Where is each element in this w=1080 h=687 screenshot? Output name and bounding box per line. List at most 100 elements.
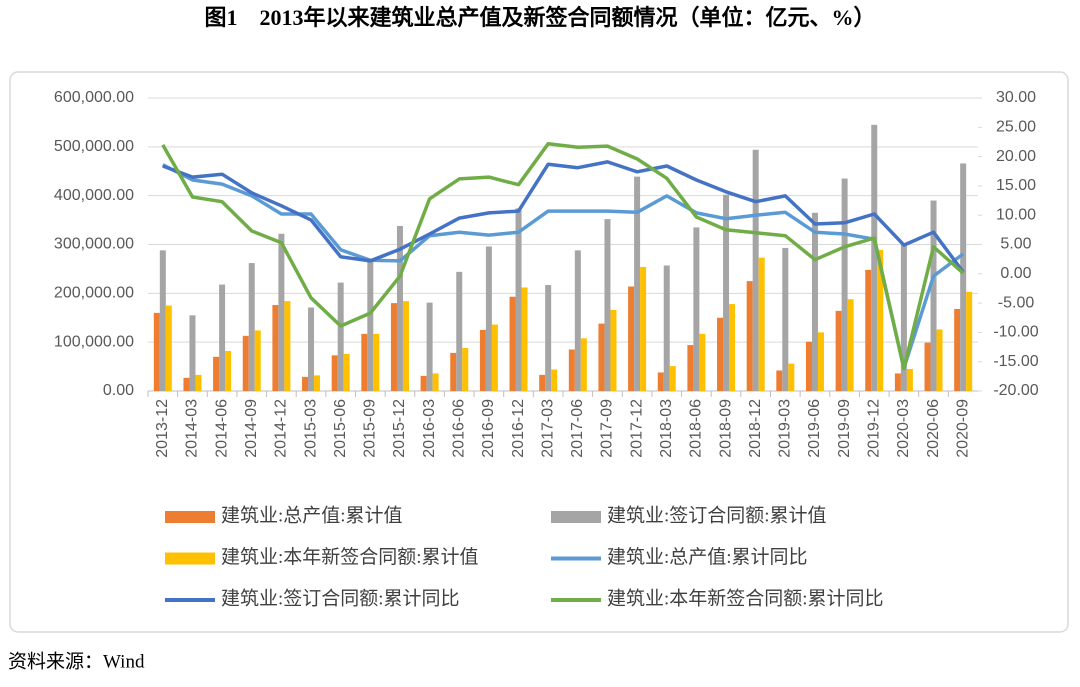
bar [663, 265, 670, 391]
legend-label: 建筑业:本年新签合同额:累计同比 [607, 587, 884, 609]
bar [693, 227, 700, 391]
bar [634, 176, 641, 391]
bar [752, 149, 759, 391]
x-tick-label: 2014-06 [213, 399, 230, 458]
bar [402, 301, 409, 391]
bar [610, 309, 617, 391]
bar [373, 333, 380, 391]
y-tick-label: 500,000.00 [54, 138, 134, 155]
chart-title: 图1 2013年以来建筑业总产值及新签合同额情况（单位：亿元、%） [204, 5, 875, 30]
x-tick-label: 2019-12 [865, 399, 882, 458]
y2-tick-label: 5.00 [1000, 236, 1031, 253]
y2-tick-label: -5.00 [998, 294, 1035, 311]
bar [894, 373, 901, 391]
bar [924, 342, 931, 391]
line-series [162, 160, 965, 274]
bar [337, 282, 344, 391]
bar [367, 261, 374, 391]
bar [811, 212, 818, 391]
bar [657, 372, 664, 391]
bar [153, 312, 160, 391]
bar [420, 375, 427, 391]
x-tick-label: 2016-12 [510, 399, 527, 458]
y-tick-label: 300,000.00 [54, 236, 134, 253]
y2-tick-label: -20.00 [993, 382, 1038, 399]
bar [687, 345, 694, 391]
bar [930, 200, 937, 391]
x-tick-label: 2015-12 [391, 399, 408, 458]
y2-tick-label: 10.00 [996, 206, 1036, 223]
x-tick-label: 2019-09 [836, 399, 853, 458]
x-tick-label: 2020-03 [895, 399, 912, 458]
bar [242, 335, 249, 391]
bar [669, 366, 676, 391]
bar [841, 178, 848, 391]
bar [568, 349, 575, 391]
y2-tick-label: 20.00 [996, 148, 1036, 165]
legend-swatch [551, 511, 601, 523]
bar [456, 271, 463, 391]
bar [954, 308, 961, 391]
bar [278, 233, 285, 391]
bar [805, 341, 812, 391]
bar [254, 330, 261, 391]
bar [213, 356, 220, 391]
chart-frame [9, 71, 1069, 633]
x-tick-label: 2014-09 [243, 399, 260, 458]
bar [604, 219, 611, 391]
x-tick-label: 2017-06 [569, 399, 586, 458]
bar [906, 369, 913, 391]
bar [159, 250, 166, 391]
bar [426, 302, 433, 391]
y2-tick-label: -15.00 [993, 353, 1038, 370]
bar [574, 250, 581, 391]
bar [189, 315, 196, 391]
bar [183, 377, 190, 391]
bar [717, 317, 724, 391]
bar [746, 281, 753, 391]
legend-label: 建筑业:签订合同额:累计同比 [221, 587, 460, 609]
y-tick-label: 400,000.00 [54, 187, 134, 204]
bar [960, 163, 967, 391]
bar [361, 333, 368, 391]
bar [545, 285, 552, 391]
x-tick-label: 2014-12 [273, 399, 290, 458]
x-tick-label: 2019-06 [806, 399, 823, 458]
bar [847, 299, 854, 391]
y2-tick-label: 0.00 [1000, 265, 1031, 282]
bar [521, 287, 528, 391]
x-tick-label: 2018-06 [688, 399, 705, 458]
x-tick-label: 2017-03 [539, 399, 556, 458]
x-tick-label: 2016-09 [480, 399, 497, 458]
x-tick-label: 2018-03 [658, 399, 675, 458]
bar [729, 304, 736, 391]
x-tick-label: 2020-06 [925, 399, 942, 458]
bar [865, 269, 872, 391]
bar [432, 373, 439, 391]
bar [539, 374, 546, 391]
legend-label: 建筑业:总产值:累计同比 [607, 546, 808, 568]
bar [165, 305, 172, 391]
bar [272, 305, 279, 391]
bar [308, 307, 315, 391]
bar [628, 286, 635, 391]
bar [396, 225, 403, 391]
x-tick-label: 2020-09 [954, 399, 971, 458]
x-tick-label: 2014-03 [184, 399, 201, 458]
x-tick-label: 2019-03 [777, 399, 794, 458]
bar [871, 124, 878, 391]
x-tick-label: 2015-06 [332, 399, 349, 458]
bar [343, 353, 350, 391]
bar [936, 329, 943, 391]
x-tick-label: 2017-09 [599, 399, 616, 458]
legend-label: 建筑业:签订合同额:累计值 [607, 504, 827, 526]
y-tick-label: 0.00 [103, 382, 134, 399]
bar [580, 338, 587, 391]
bar [390, 303, 397, 391]
bar [450, 352, 457, 391]
y-tick-label: 100,000.00 [54, 333, 134, 350]
bar [782, 247, 789, 391]
bar [479, 329, 486, 391]
bar [509, 296, 516, 391]
y-tick-label: 200,000.00 [54, 285, 134, 302]
